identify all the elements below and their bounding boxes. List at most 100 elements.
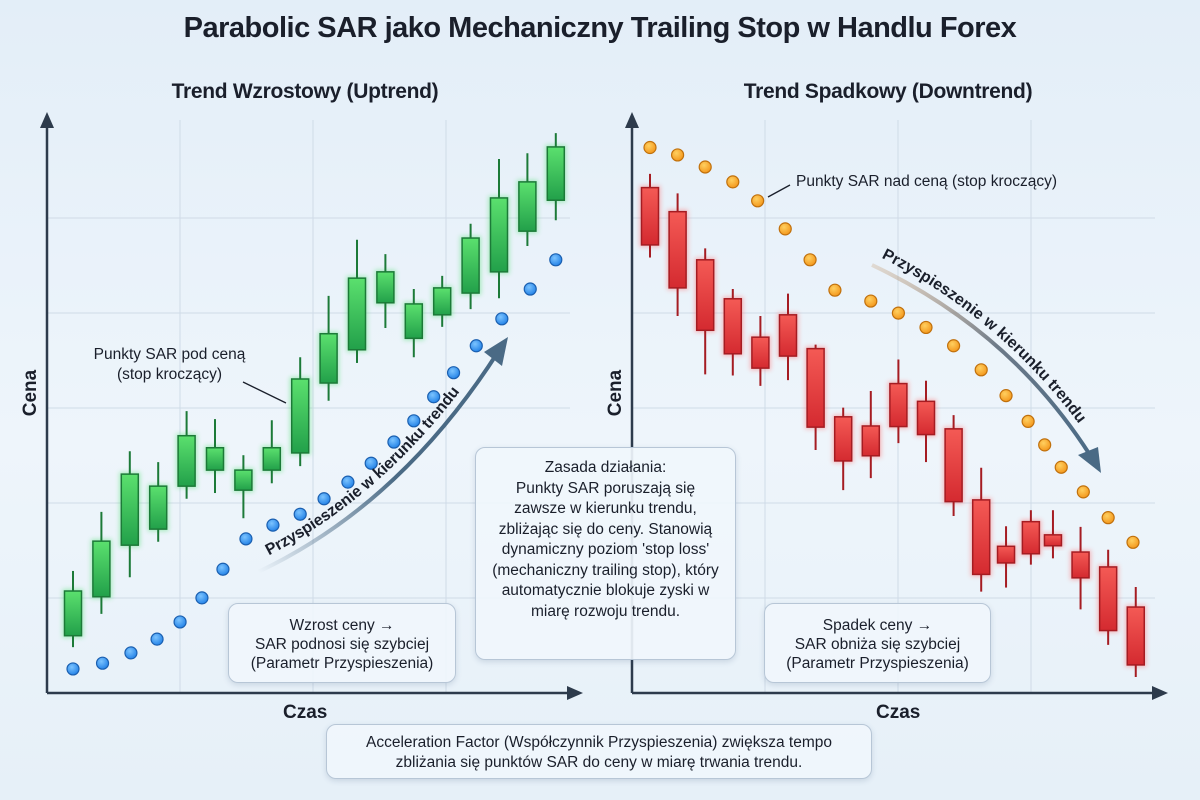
arrowhead-icon (484, 337, 508, 366)
downtrend-series (639, 140, 1147, 677)
candle-body (63, 590, 83, 637)
sar-point (946, 339, 961, 353)
downtrend-annotation-leader (767, 184, 791, 198)
note-line: Spadek ceny → (822, 617, 933, 634)
principle-box: Zasada działania: Punkty SAR poruszają s… (475, 447, 736, 660)
candle (261, 420, 283, 484)
sar-point (173, 615, 187, 629)
candle-body (1098, 566, 1118, 632)
uptrend-title: Trend Wzrostowy (Uptrend) (171, 80, 439, 103)
candle-body (546, 146, 566, 201)
sar-point (751, 194, 765, 208)
candle (1042, 510, 1064, 559)
sar-point (1038, 438, 1052, 452)
sar-point (317, 492, 331, 506)
candle-body (92, 540, 111, 598)
sar-point (726, 175, 740, 189)
sar-point (549, 253, 563, 267)
candle (431, 275, 453, 327)
candle (1097, 549, 1119, 645)
candle (722, 289, 744, 376)
candle (232, 455, 254, 519)
candle (667, 193, 689, 316)
candle (1070, 526, 1092, 610)
downtrend-y-axis-label: Cena (605, 369, 627, 417)
candle (119, 451, 141, 578)
candle (749, 315, 771, 386)
candle-body (1021, 520, 1041, 555)
y-axis-arrow-icon (40, 112, 54, 128)
candle-body (833, 416, 853, 462)
sar-point (828, 283, 842, 297)
candle-body (1126, 606, 1146, 666)
candle-body (996, 545, 1016, 564)
downtrend-x-axis-label: Czas (876, 702, 921, 723)
candle (995, 526, 1017, 588)
candle-body (319, 332, 338, 384)
candle-body (177, 434, 196, 487)
downtrend-sar-annotation: Punkty SAR nad ceną (stop kroczący) (796, 173, 1058, 190)
sar-point (293, 507, 307, 521)
sar-point (1076, 485, 1090, 499)
candle-body (290, 378, 310, 454)
candle-body (889, 382, 908, 428)
candle (90, 511, 112, 614)
sar-point (266, 518, 280, 532)
candle (970, 467, 992, 592)
sar-point (999, 389, 1013, 403)
candle-body (347, 277, 367, 351)
sar-point (891, 306, 906, 320)
downtrend-note-box: Spadek ceny → SAR obniża się szybciej (P… (764, 603, 991, 683)
sar-point (150, 632, 164, 646)
x-axis-arrow-icon (1152, 686, 1168, 700)
sar-point (216, 562, 230, 576)
principle-title: Zasada działania: (544, 459, 667, 476)
uptrend-y-axis-label: Cena (20, 369, 42, 417)
candle-body (518, 181, 537, 232)
candle-body (861, 425, 881, 457)
candle (887, 359, 909, 444)
candle-body (120, 473, 140, 546)
sar-point (523, 282, 537, 296)
sar-point (446, 366, 461, 380)
candle-body (432, 287, 452, 316)
candle (943, 415, 965, 516)
candle-body (806, 347, 825, 428)
candle-body (640, 186, 660, 246)
sar-point (1054, 460, 1068, 474)
page-title: Parabolic SAR jako Mechaniczny Trailing … (183, 12, 1017, 44)
candle-body (1043, 534, 1063, 547)
footer-box: Acceleration Factor (Współczynnik Przysp… (326, 724, 872, 779)
candle-body (778, 314, 798, 357)
x-axis-arrow-icon (567, 686, 583, 700)
sar-point (387, 435, 401, 449)
sar-point (427, 390, 441, 404)
grid-lines (47, 120, 1155, 693)
candle (289, 357, 311, 467)
candle-body (148, 485, 168, 530)
candle (860, 391, 882, 479)
uptrend-annotation-leader (242, 381, 287, 404)
candle (403, 289, 425, 358)
candle (346, 239, 368, 363)
sar-point (643, 140, 657, 155)
note-line: SAR obniża się szybciej (794, 636, 961, 653)
candle-body (234, 469, 253, 491)
sar-point (1126, 535, 1140, 549)
candle (1125, 586, 1147, 677)
uptrend-x-axis-label: Czas (283, 702, 328, 723)
note-line: (Parametr Przyspieszenia) (250, 655, 434, 672)
note-line: SAR podnosi się szybciej (254, 636, 430, 653)
uptrend-sar-annotation: Punkty SAR pod ceną (stop kroczący) (93, 346, 246, 383)
candle-body (695, 259, 715, 332)
candle (374, 254, 396, 328)
candle-body (489, 197, 509, 273)
candle (915, 380, 937, 463)
candle (204, 419, 226, 494)
arrowhead-icon (1078, 447, 1101, 473)
footer-text: Acceleration Factor (Współczynnik Przysp… (365, 734, 833, 771)
candle (176, 411, 198, 499)
candle (777, 293, 799, 381)
candle (62, 570, 84, 648)
